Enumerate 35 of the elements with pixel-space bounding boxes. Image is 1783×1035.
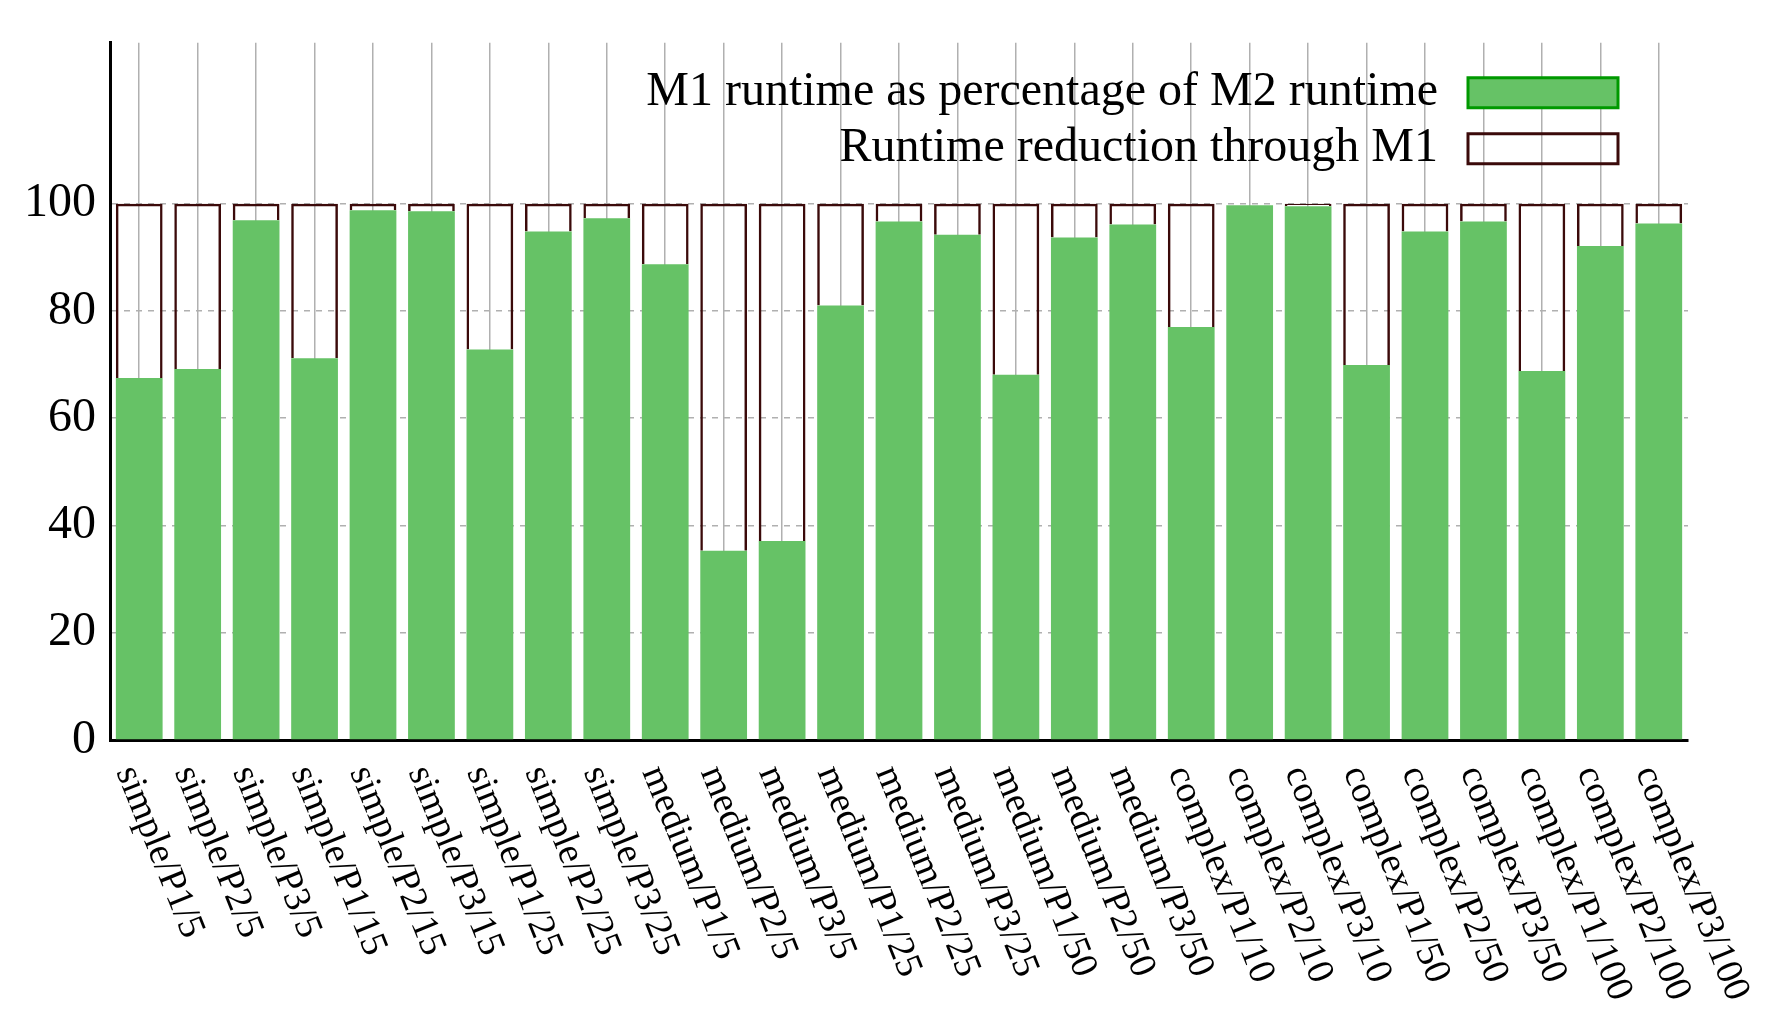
bar — [817, 305, 864, 740]
bar — [875, 221, 923, 740]
legend-label: Runtime reduction through M1 — [839, 118, 1438, 172]
bar — [934, 234, 981, 740]
bar — [408, 211, 455, 740]
bar — [115, 377, 163, 740]
bar — [349, 210, 397, 740]
y-tick-label: 60 — [48, 387, 96, 441]
bar — [232, 220, 280, 740]
bar — [1460, 221, 1507, 740]
bar — [1518, 371, 1566, 740]
bar — [700, 550, 748, 740]
bar — [1576, 246, 1624, 740]
bar — [1226, 205, 1274, 740]
legend-label: M1 runtime as percentage of M2 runtime — [646, 62, 1438, 116]
y-tick-label: 100 — [24, 173, 96, 227]
y-tick-label: 20 — [48, 602, 96, 656]
y-tick-label: 80 — [48, 280, 96, 334]
bar — [1284, 206, 1332, 740]
bar — [291, 358, 338, 740]
bar — [524, 231, 572, 740]
bar — [1401, 231, 1449, 740]
bar — [758, 541, 806, 740]
bar — [583, 218, 631, 740]
bar — [1167, 327, 1215, 740]
bar — [174, 368, 222, 740]
bar — [1343, 365, 1390, 740]
bar — [641, 264, 689, 740]
bar — [1109, 224, 1157, 740]
bar — [1050, 237, 1098, 740]
y-tick-label: 0 — [72, 709, 96, 763]
y-tick-label: 40 — [48, 495, 96, 549]
bar — [992, 374, 1040, 740]
bar — [466, 349, 514, 740]
bar — [1635, 223, 1683, 740]
